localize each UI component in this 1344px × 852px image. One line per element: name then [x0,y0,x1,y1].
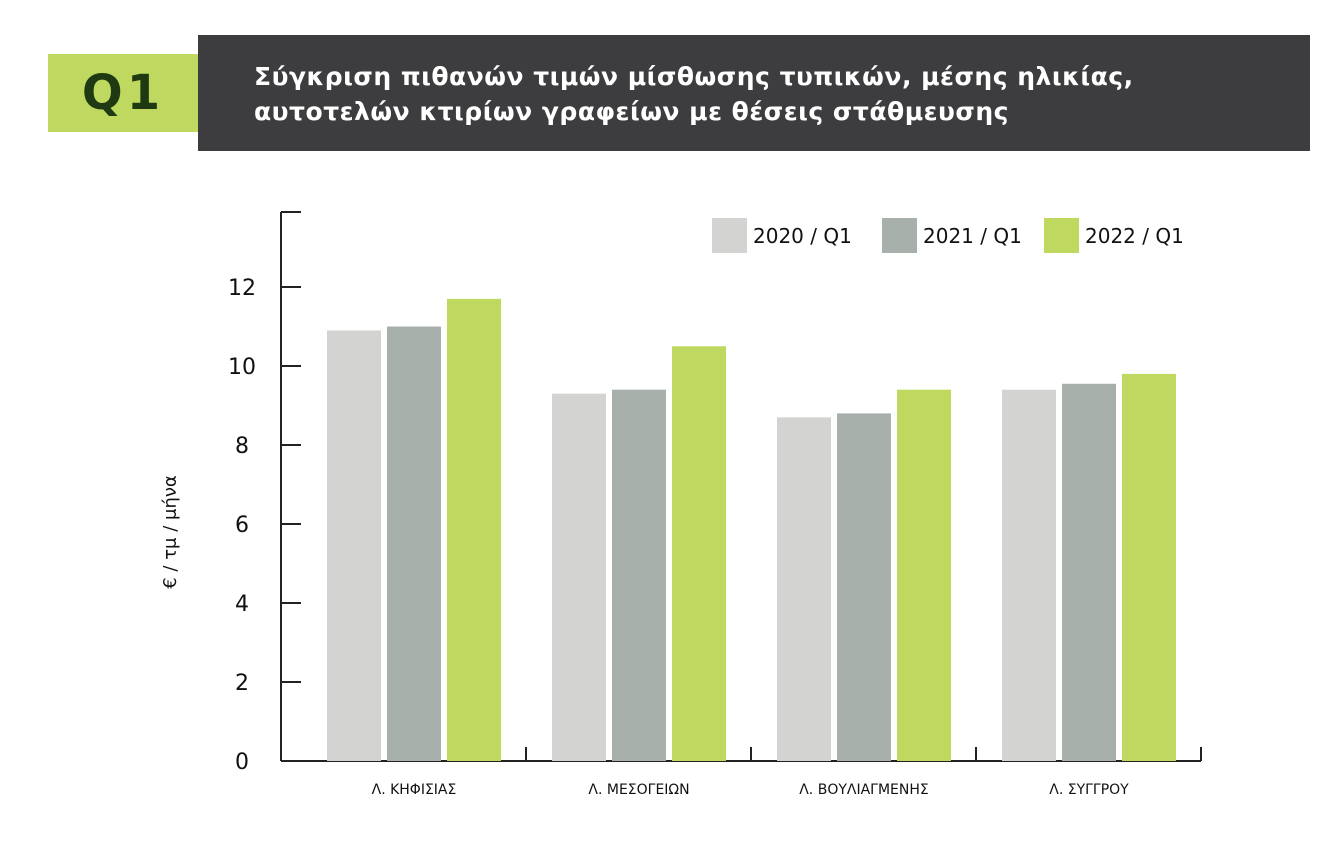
y-tick-label: 8 [235,434,249,459]
legend-swatch [882,218,917,253]
bar [552,393,606,761]
legend-swatch [712,218,747,253]
x-category-label: Λ. ΜΕΣΟΓΕΙΩΝ [588,782,689,798]
y-tick-label: 0 [235,750,249,775]
y-tick-label: 6 [235,513,249,538]
title-bar: Σύγκριση πιθανών τιμών μίσθωσης τυπικών,… [198,35,1310,151]
legend-label: 2020 / Q1 [753,224,852,248]
bar [612,389,666,761]
axes: 0 2 4 6 8 10 12 [228,211,1202,775]
y-tick-label: 12 [228,276,256,301]
x-category-label: Λ. ΚΗΦΙΣΙΑΣ [372,782,457,798]
x-category-label: Λ. ΣΥΓΓΡΟΥ [1049,782,1129,798]
bar [327,330,381,761]
quarter-badge: Q1 [48,54,198,132]
y-axis-label: € / τμ / μήνα [160,475,181,589]
bar [837,413,891,761]
bar [777,417,831,761]
title-line-1: Σύγκριση πιθανών τιμών μίσθωσης τυπικών,… [254,62,1134,91]
legend-label: 2021 / Q1 [923,224,1022,248]
bar [897,389,951,761]
title-line-2: αυτοτελών κτιρίων γραφείων με θέσεις στά… [254,97,1009,126]
bars: Λ. ΚΗΦΙΣΙΑΣ Λ. ΜΕΣΟΓΕΙΩΝ Λ. ΒΟΥΛΙΑΓΜΕΝΗΣ Λ.… [327,298,1176,798]
bar [1122,373,1176,761]
bar [387,326,441,761]
x-category-label: Λ. ΒΟΥΛΙΑΓΜΕΝΗΣ [799,782,929,798]
chart-title: Σύγκριση πιθανών τιμών μίσθωσης τυπικών,… [254,59,1254,129]
legend: 2020 / Q1 2021 / Q1 2022 / Q1 [712,218,1184,253]
legend-label: 2022 / Q1 [1085,224,1184,248]
legend-swatch [1044,218,1079,253]
bar [1062,383,1116,761]
y-tick-label: 2 [235,671,249,696]
bar [447,298,501,761]
y-tick-label: 4 [235,592,249,617]
bar [1002,389,1056,761]
bar [672,346,726,761]
y-tick-label: 10 [228,355,256,380]
